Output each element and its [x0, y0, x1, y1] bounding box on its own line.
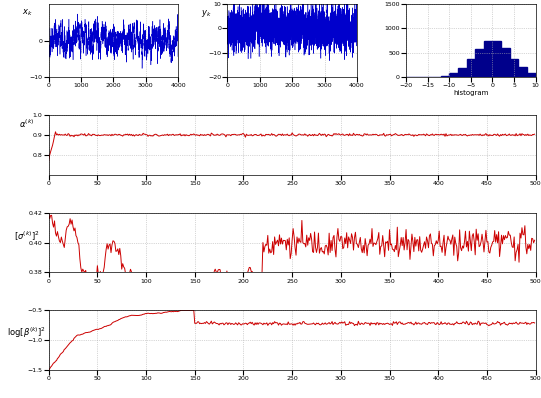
Bar: [484, 41, 492, 77]
Bar: [492, 41, 501, 77]
Bar: [466, 59, 475, 77]
Bar: [518, 66, 527, 77]
Y-axis label: $[\sigma^{(k)}]^2$: $[\sigma^{(k)}]^2$: [14, 229, 39, 242]
Y-axis label: $y_k$: $y_k$: [201, 8, 212, 19]
Bar: [458, 68, 466, 77]
Bar: [440, 76, 449, 77]
Bar: [527, 73, 536, 77]
Y-axis label: $\alpha^{(k)}$: $\alpha^{(k)}$: [19, 117, 35, 130]
Bar: [449, 73, 458, 77]
Y-axis label: $\log[\beta^{(k)}]^2$: $\log[\beta^{(k)}]^2$: [8, 326, 46, 340]
Bar: [510, 59, 518, 77]
Y-axis label: $x_k$: $x_k$: [22, 8, 33, 18]
Bar: [501, 49, 510, 77]
X-axis label: histogram: histogram: [453, 90, 489, 96]
Bar: [475, 49, 484, 77]
